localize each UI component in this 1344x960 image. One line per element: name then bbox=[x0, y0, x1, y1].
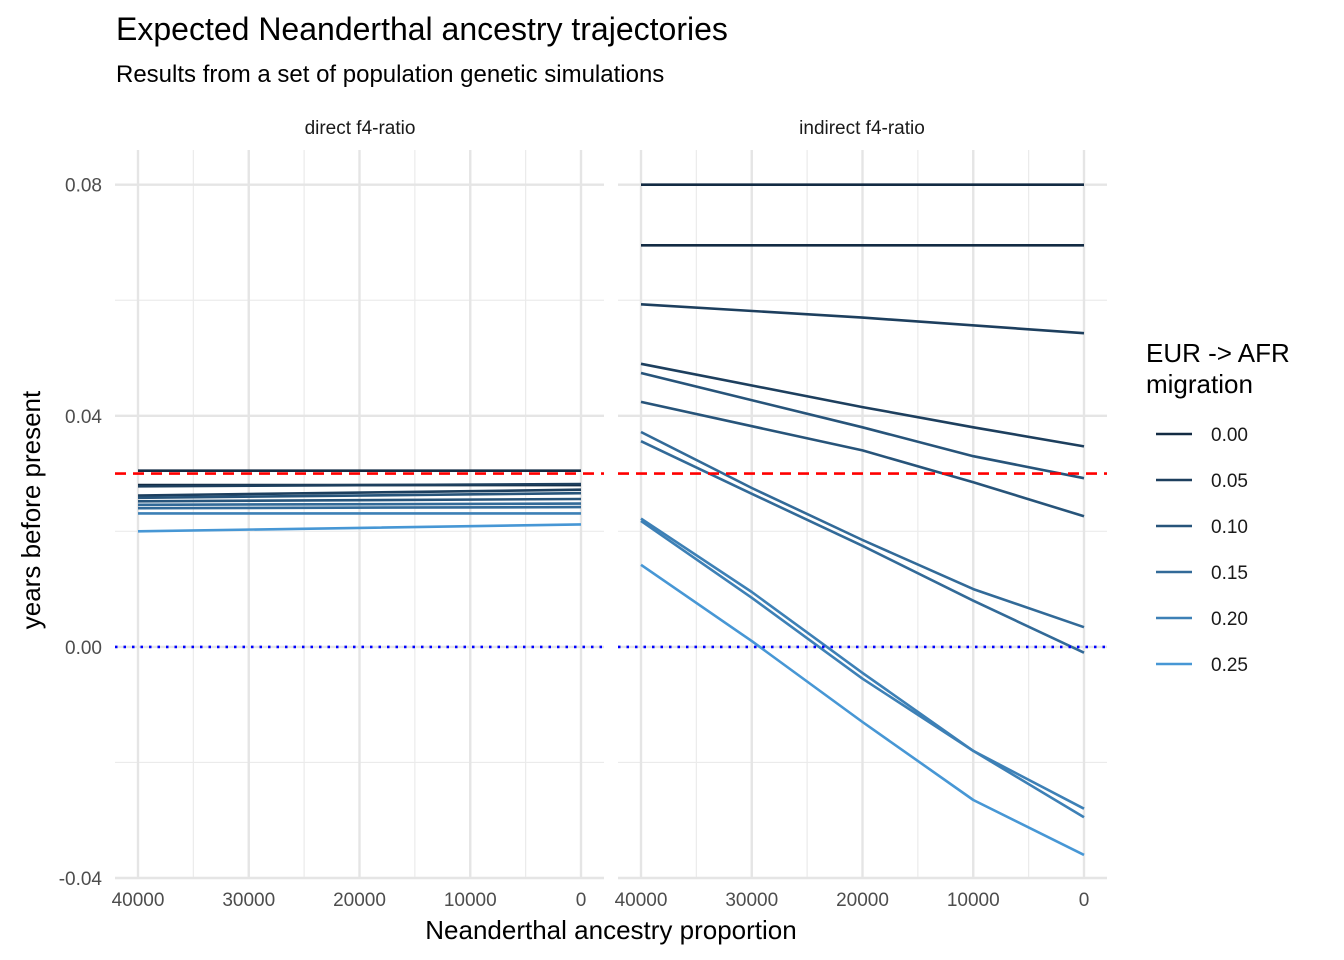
series-line-0-10 bbox=[137, 491, 582, 500]
y-axis-title: years before present bbox=[16, 390, 46, 629]
series-line-0-15 bbox=[640, 440, 1085, 654]
chart-title: Expected Neanderthal ancestry trajectori… bbox=[116, 11, 728, 47]
legend-label-0-10: 0.10 bbox=[1211, 517, 1248, 538]
series-line-0-10 bbox=[137, 497, 582, 503]
series-line-0-05 bbox=[137, 482, 582, 488]
panel-right: indirect f4-ratio 40000 30000 20000 10000 0 bbox=[615, 118, 1107, 911]
series-line-0-15 bbox=[137, 505, 582, 510]
y-axis-ticks: -0.04 0.00 0.04 0.08 bbox=[59, 176, 103, 890]
panel-left-reflines bbox=[115, 472, 604, 649]
y-tick-label: 0.08 bbox=[65, 176, 102, 197]
series-line-0-25 bbox=[640, 563, 1085, 857]
series-line-0-20 bbox=[640, 519, 1085, 810]
x-tick-label: 20000 bbox=[333, 890, 386, 911]
chart-subtitle: Results from a set of population genetic… bbox=[116, 61, 664, 88]
legend-entries: 0.00 0.05 0.10 0.15 0.20 0.25 bbox=[1156, 425, 1248, 676]
panel-left: direct f4-ratio 40000 30000 20000 10000 0 bbox=[112, 118, 604, 911]
series-line-0-25 bbox=[137, 523, 582, 533]
panel-left-series bbox=[137, 469, 582, 533]
x-tick-label: 10000 bbox=[947, 890, 1000, 911]
x-tick-label: 40000 bbox=[112, 890, 165, 911]
legend-label-0-25: 0.25 bbox=[1211, 655, 1248, 676]
x-tick-label: 0 bbox=[576, 890, 587, 911]
panel-right-reflines bbox=[618, 472, 1107, 649]
panel-left-strip-label: direct f4-ratio bbox=[305, 118, 416, 139]
series-line-0-20 bbox=[640, 517, 1085, 819]
series-line-0-15 bbox=[640, 430, 1085, 629]
panel-right-series bbox=[640, 183, 1085, 857]
legend-title-line1: EUR -> AFR bbox=[1146, 338, 1290, 368]
x-tick-label: 10000 bbox=[444, 890, 497, 911]
legend-label-0-15: 0.15 bbox=[1211, 563, 1248, 584]
series-line-0-15 bbox=[137, 502, 582, 507]
legend-label-0-00: 0.00 bbox=[1211, 425, 1248, 446]
series-line-0-10 bbox=[640, 400, 1085, 518]
x-tick-label: 30000 bbox=[222, 890, 275, 911]
series-line-0-05 bbox=[137, 488, 582, 497]
y-tick-label: 0.00 bbox=[65, 638, 102, 659]
series-line-0-05 bbox=[640, 303, 1085, 335]
y-tick-label: -0.04 bbox=[59, 869, 103, 890]
x-tick-label: 0 bbox=[1079, 890, 1090, 911]
legend-label-0-20: 0.20 bbox=[1211, 609, 1248, 630]
panel-left-xticks: 40000 30000 20000 10000 0 bbox=[112, 890, 587, 911]
x-tick-label: 30000 bbox=[725, 890, 778, 911]
legend-title-line2: migration bbox=[1146, 369, 1253, 399]
x-tick-label: 40000 bbox=[615, 890, 668, 911]
x-axis-title: Neanderthal ancestry proportion bbox=[425, 915, 796, 945]
x-tick-label: 20000 bbox=[836, 890, 889, 911]
y-tick-label: 0.04 bbox=[65, 407, 102, 428]
panel-right-xticks: 40000 30000 20000 10000 0 bbox=[615, 890, 1090, 911]
legend-label-0-05: 0.05 bbox=[1211, 471, 1248, 492]
series-line-0-10 bbox=[640, 371, 1085, 480]
legend: EUR -> AFR migration 0.00 0.05 0.10 0.15 0.2… bbox=[1146, 338, 1290, 676]
panel-right-grid bbox=[618, 150, 1107, 880]
series-line-0-05 bbox=[640, 362, 1085, 448]
panel-right-strip-label: indirect f4-ratio bbox=[799, 118, 925, 139]
